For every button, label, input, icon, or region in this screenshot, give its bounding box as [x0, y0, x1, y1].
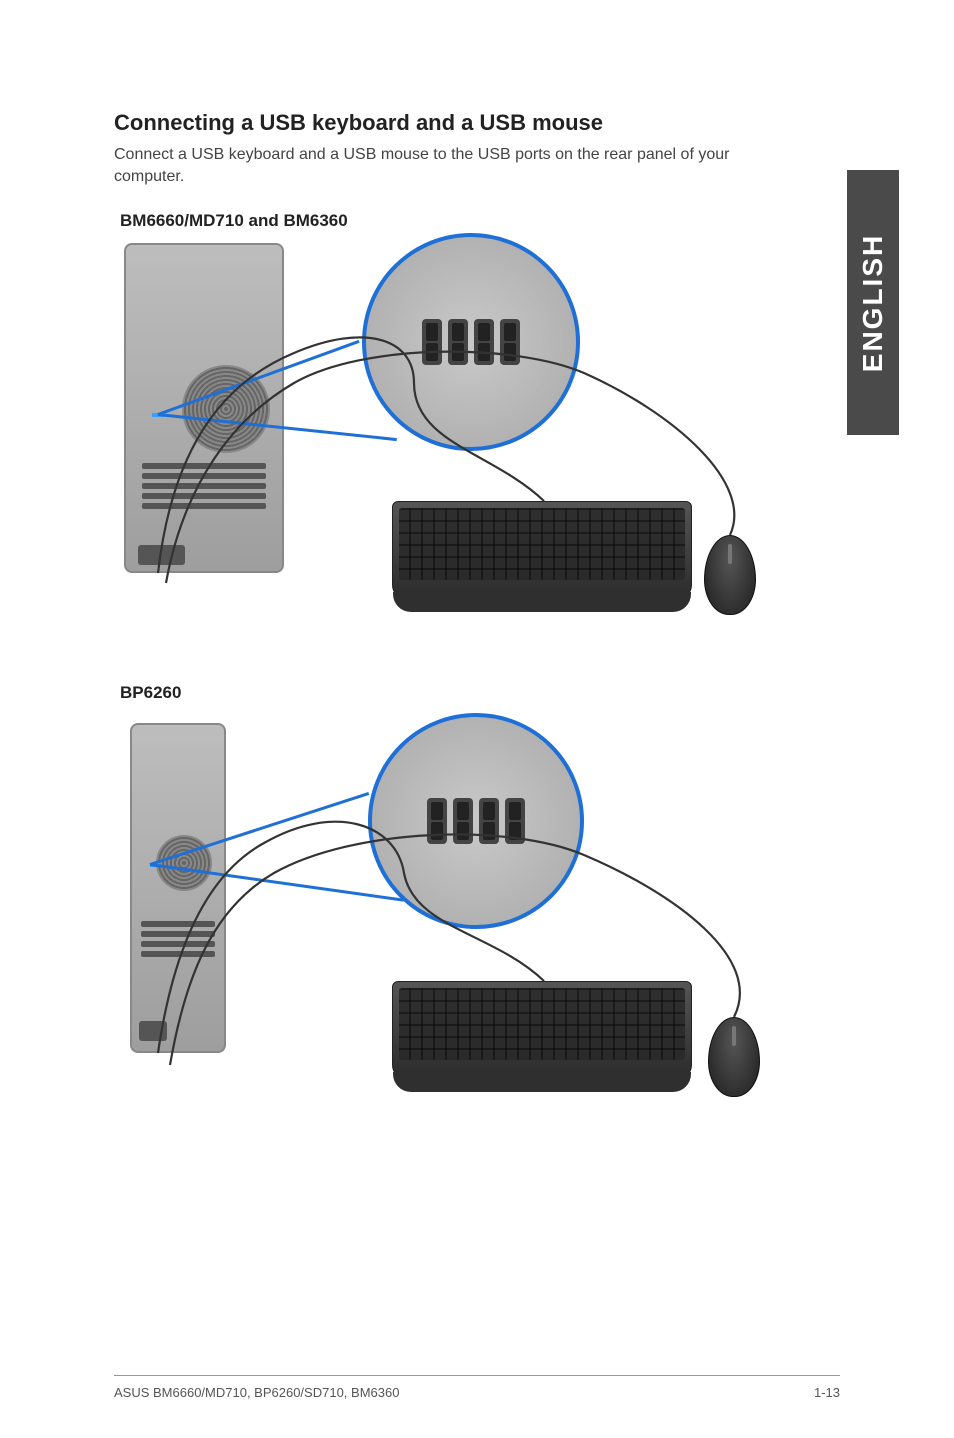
diagram-1-label: BM6660/MD710 and BM6360 — [120, 211, 894, 231]
keyboard-illustration — [392, 501, 692, 599]
footer-page-number: 1-13 — [814, 1385, 840, 1400]
diagram-2-label: BP6260 — [120, 683, 894, 703]
mouse-illustration — [708, 1017, 760, 1097]
footer-rule — [114, 1375, 840, 1376]
section-title: Connecting a USB keyboard and a USB mous… — [114, 110, 894, 136]
language-tab-label: ENGLISH — [857, 233, 889, 371]
footer-left: ASUS BM6660/MD710, BP6260/SD710, BM6360 — [114, 1385, 399, 1400]
mouse-illustration — [704, 535, 756, 615]
keyboard-keys — [399, 988, 685, 1060]
diagram-2 — [114, 723, 754, 1123]
section-intro: Connect a USB keyboard and a USB mouse t… — [114, 144, 754, 187]
keyboard-wristrest — [393, 1072, 691, 1092]
language-tab: ENGLISH — [847, 170, 899, 435]
diagram-1 — [114, 243, 754, 643]
keyboard-illustration — [392, 981, 692, 1079]
keyboard-keys — [399, 508, 685, 580]
keyboard-wristrest — [393, 592, 691, 612]
manual-page: ENGLISH Connecting a USB keyboard and a … — [0, 0, 954, 1438]
